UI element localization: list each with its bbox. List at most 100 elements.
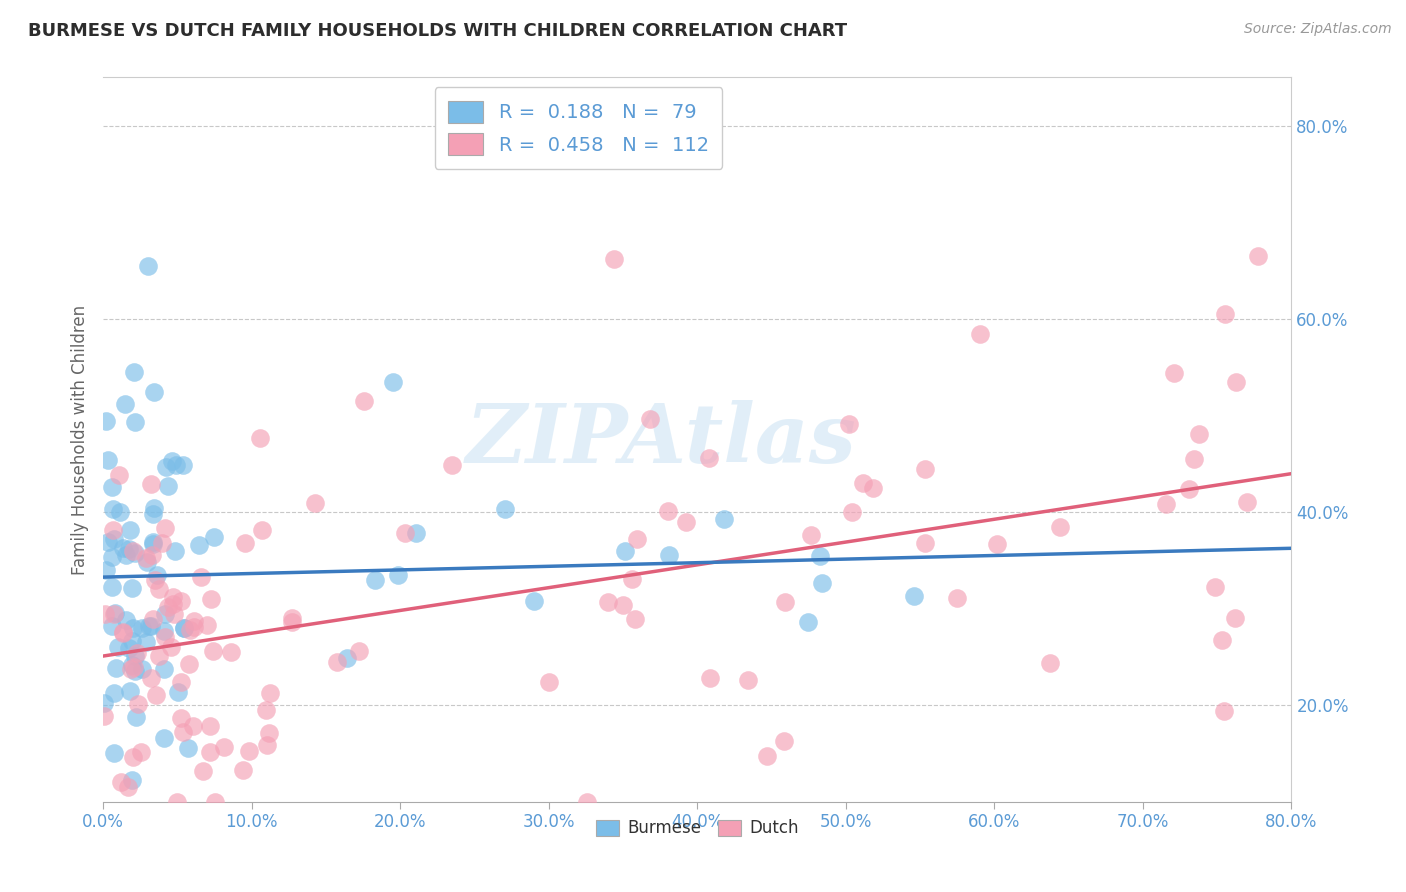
Point [93, 696, 115, 710]
Point [162, 590, 184, 604]
Point [155, 521, 177, 535]
Point [121, 773, 143, 788]
Point [1225, 375, 1247, 389]
Point [103, 532, 125, 546]
Point [903, 590, 925, 604]
Point [94, 607, 117, 621]
Point [111, 541, 134, 555]
Point [596, 595, 619, 609]
Point [190, 570, 212, 584]
Text: BURMESE VS DUTCH FAMILY HOUSEHOLDS WITH CHILDREN CORRELATION CHART: BURMESE VS DUTCH FAMILY HOUSEHOLDS WITH … [28, 22, 848, 40]
Point [737, 673, 759, 688]
Point [250, 523, 273, 537]
Point [405, 526, 427, 541]
Point [145, 688, 167, 702]
Text: Source: ZipAtlas.com: Source: ZipAtlas.com [1244, 22, 1392, 37]
Point [103, 686, 125, 700]
Point [141, 671, 163, 685]
Point [914, 536, 936, 550]
Point [172, 458, 194, 472]
Point [1204, 581, 1226, 595]
Point [142, 612, 165, 626]
Point [638, 411, 661, 425]
Point [122, 544, 145, 558]
Point [183, 614, 205, 628]
Point [1163, 366, 1185, 380]
Point [1223, 611, 1246, 625]
Point [156, 599, 179, 614]
Point [173, 621, 195, 635]
Point [97, 535, 120, 549]
Point [122, 621, 145, 635]
Point [620, 572, 643, 586]
Point [1154, 497, 1177, 511]
Point [195, 618, 218, 632]
Point [122, 660, 145, 674]
Point [127, 697, 149, 711]
Point [110, 775, 132, 789]
Point [122, 365, 145, 379]
Point [969, 326, 991, 341]
Point [1049, 520, 1071, 534]
Point [103, 607, 125, 621]
Point [166, 685, 188, 699]
Point [249, 431, 271, 445]
Point [440, 458, 463, 472]
Point [108, 467, 131, 482]
Point [124, 664, 146, 678]
Point [153, 731, 176, 745]
Point [200, 745, 222, 759]
Point [538, 674, 561, 689]
Point [364, 573, 387, 587]
Point [118, 683, 141, 698]
Point [101, 479, 124, 493]
Point [138, 619, 160, 633]
Point [118, 640, 141, 655]
Point [612, 598, 634, 612]
Point [141, 619, 163, 633]
Point [219, 645, 242, 659]
Point [200, 592, 222, 607]
Point [232, 763, 254, 777]
Text: ZIPAtlas: ZIPAtlas [467, 400, 858, 480]
Point [100, 619, 122, 633]
Point [155, 459, 177, 474]
Point [191, 764, 214, 779]
Point [1211, 632, 1233, 647]
Point [675, 516, 697, 530]
Point [986, 537, 1008, 551]
Point [613, 544, 636, 558]
Point [179, 657, 201, 671]
Point [101, 549, 124, 564]
Point [841, 505, 863, 519]
Point [808, 549, 831, 563]
Point [1236, 494, 1258, 508]
Point [148, 582, 170, 596]
Point [181, 719, 204, 733]
Point [117, 780, 139, 794]
Point [201, 644, 224, 658]
Point [148, 649, 170, 664]
Point [326, 655, 349, 669]
Point [204, 795, 226, 809]
Point [254, 702, 277, 716]
Point [142, 535, 165, 549]
Point [862, 481, 884, 495]
Point [121, 581, 143, 595]
Point [135, 635, 157, 649]
Point [699, 671, 721, 685]
Point [1188, 426, 1211, 441]
Point [188, 538, 211, 552]
Point [179, 623, 201, 637]
Point [131, 621, 153, 635]
Point [121, 750, 143, 764]
Point [1212, 704, 1234, 718]
Point [165, 543, 187, 558]
Point [121, 658, 143, 673]
Point [202, 530, 225, 544]
Point [107, 640, 129, 655]
Point [94, 414, 117, 428]
Point [699, 451, 721, 466]
Point [120, 524, 142, 538]
Point [101, 502, 124, 516]
